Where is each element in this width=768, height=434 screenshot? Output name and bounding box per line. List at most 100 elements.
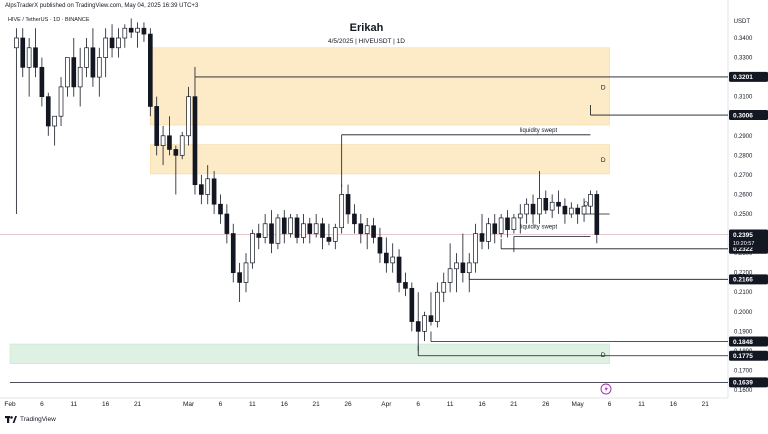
price-label: 0.3201 (733, 74, 753, 81)
candle-body (435, 291, 440, 322)
candle-body (250, 233, 255, 264)
candle (313, 214, 319, 238)
candle (594, 190, 600, 244)
candle (39, 57, 45, 107)
candle-body (428, 315, 434, 322)
candle (454, 253, 459, 293)
candle-body (530, 203, 536, 215)
candle-body (205, 178, 211, 195)
currency-label: USDT (733, 19, 750, 25)
candle-body (358, 223, 364, 234)
candle-body (84, 47, 89, 68)
candle-body (562, 205, 568, 215)
lightning-icon (600, 383, 612, 395)
price-label: 0.3006 (733, 112, 753, 119)
candle-body (332, 227, 338, 242)
candle (77, 47, 83, 107)
price-label-box (729, 71, 768, 82)
y-tick-label: 0.2500 (734, 212, 753, 218)
candle-body (179, 135, 185, 156)
candle-body (128, 27, 134, 33)
candle (409, 282, 415, 332)
candle (262, 214, 268, 244)
candle (167, 116, 172, 156)
candle-body (377, 237, 383, 254)
x-tick-label: Mar (183, 401, 195, 408)
candle (588, 190, 593, 214)
candle (96, 47, 102, 97)
candle-body (549, 201, 555, 211)
candle (269, 210, 274, 254)
candle (581, 198, 587, 222)
candle (218, 194, 223, 224)
candle-body (364, 225, 370, 234)
candle-body (371, 225, 376, 238)
candle (492, 214, 498, 244)
x-tick-label: 6 (219, 401, 223, 408)
candle-body (26, 47, 32, 68)
candle-body (505, 217, 510, 230)
candle-body (473, 233, 478, 264)
candle-body (224, 213, 230, 234)
x-tick-label: 11 (249, 401, 256, 408)
candle-body (20, 37, 26, 68)
candle (186, 86, 191, 146)
candle (326, 223, 332, 246)
candle-body (390, 256, 396, 264)
candle-body (447, 268, 453, 283)
candle (281, 210, 287, 244)
candle-body (594, 194, 600, 235)
candle-body (218, 203, 223, 215)
tradingview-brand: TradingView (20, 416, 56, 423)
candle-body (403, 282, 408, 289)
candle (237, 262, 242, 302)
candle-body (103, 37, 109, 58)
tradingview-logo[interactable]: TradingView (5, 416, 56, 423)
price-label: 0.1775 (733, 353, 753, 360)
candle (65, 57, 70, 97)
last-price-label: 0.2395 (733, 232, 753, 239)
candle-body (556, 201, 561, 207)
candle (116, 28, 121, 58)
candle-body (33, 47, 38, 68)
last-price-countdown: 10:20:57 (733, 241, 754, 247)
candle-body (454, 262, 459, 270)
candle (205, 165, 211, 205)
candle-body (116, 37, 121, 49)
y-tick-label: 0.1900 (734, 329, 753, 335)
candle (128, 18, 134, 38)
candle-body (543, 198, 549, 211)
y-tick-label: 0.3300 (734, 56, 753, 62)
x-tick-label: 6 (608, 401, 612, 408)
candle (486, 217, 491, 250)
candle (192, 77, 198, 195)
candle-body (135, 27, 140, 33)
x-tick-label: 11 (70, 401, 77, 408)
zone-supply-0 (150, 47, 610, 126)
candle (447, 243, 453, 293)
candle (530, 194, 536, 224)
candle (71, 38, 77, 97)
candle (90, 28, 96, 87)
price-label: 0.2166 (733, 277, 753, 284)
candle (383, 237, 389, 273)
candle-body (77, 66, 83, 88)
candle-body (199, 184, 204, 195)
candle-body (122, 27, 128, 39)
price-label: 0.2322 (733, 246, 753, 253)
x-tick-label: 16 (102, 401, 110, 408)
candle (122, 24, 128, 48)
candle-body (396, 256, 402, 283)
candle-body (581, 205, 587, 215)
x-tick-label: 6 (40, 401, 44, 408)
candle (396, 249, 402, 293)
candle-body (275, 217, 281, 244)
candle-body (486, 223, 491, 242)
candle-body (422, 315, 427, 332)
candle (160, 126, 166, 166)
candle (288, 214, 293, 238)
y-tick-label: 0.2100 (734, 290, 753, 296)
candle (339, 184, 345, 234)
